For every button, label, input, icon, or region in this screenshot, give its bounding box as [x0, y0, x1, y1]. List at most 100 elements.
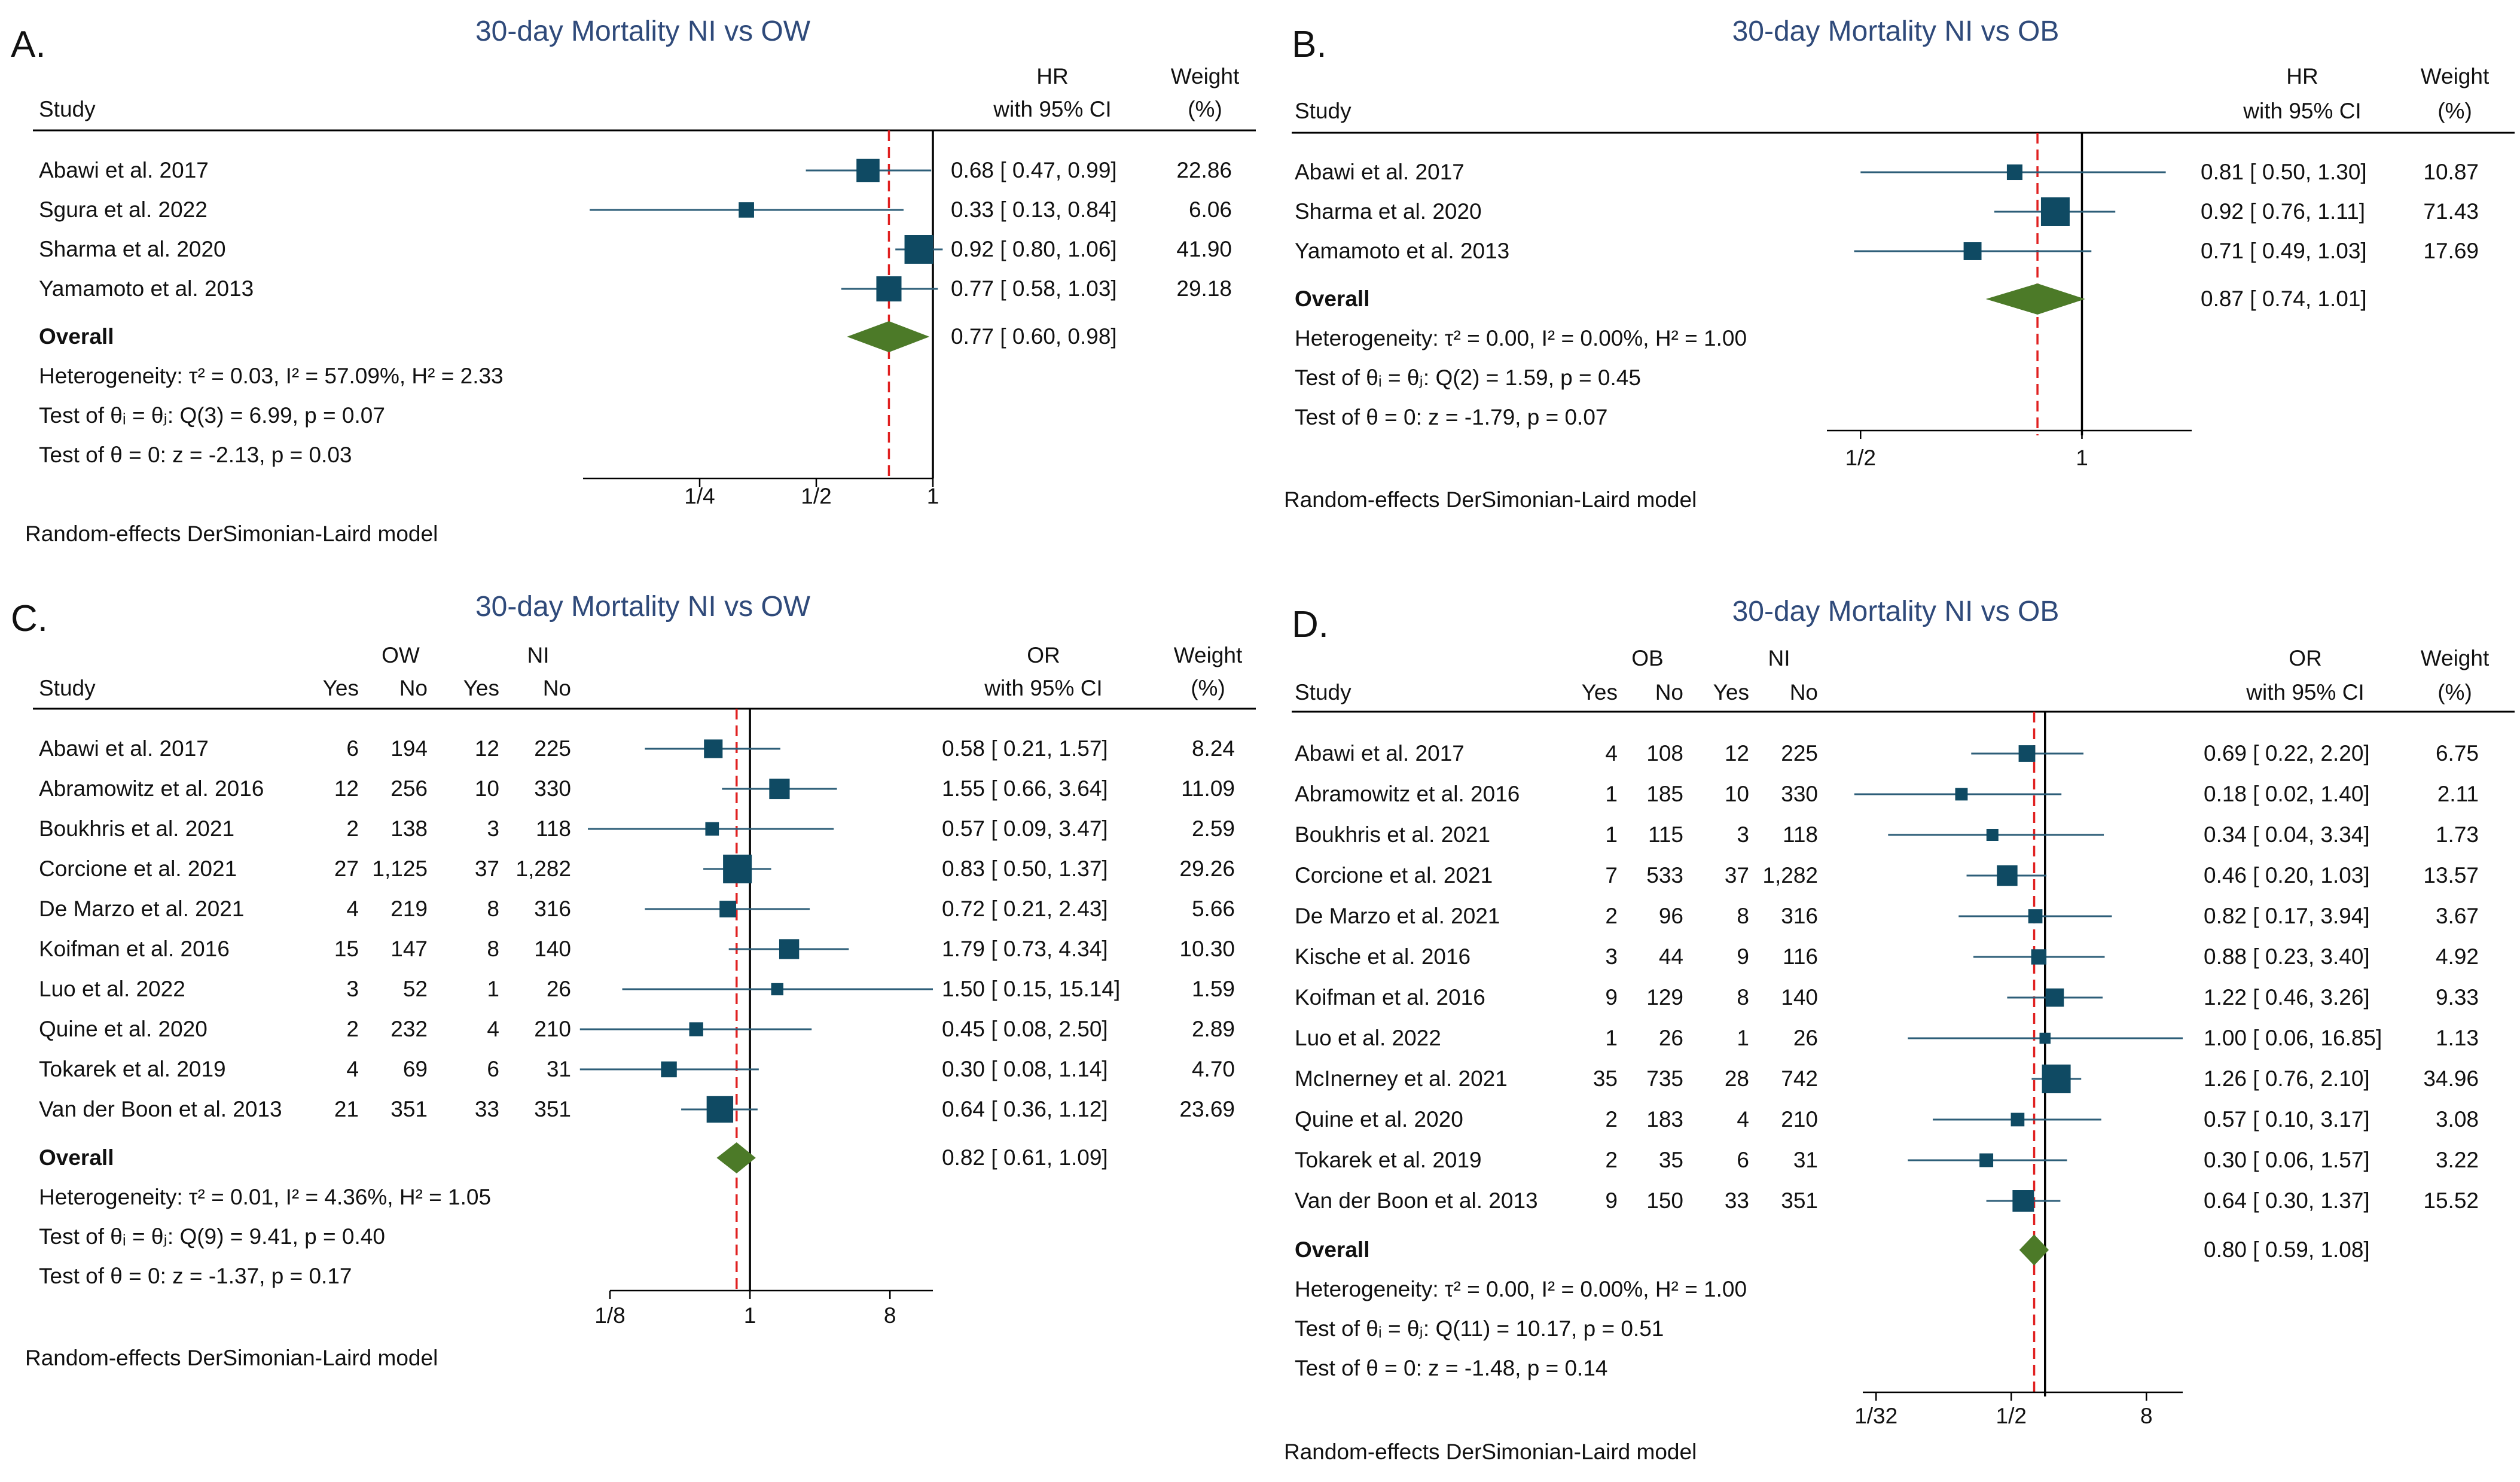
study-weight: 34.96: [2423, 1066, 2479, 1091]
study-ci-text: 0.64 [ 0.30, 1.37]: [2204, 1188, 2370, 1213]
study-name: Luo et al. 2022: [1295, 1026, 1441, 1050]
study-count: 26: [1659, 1026, 1683, 1050]
group-header: NI: [527, 643, 550, 667]
study-name: Boukhris et al. 2021: [39, 816, 234, 841]
overall-ci-text: 0.82 [ 0.61, 1.09]: [942, 1145, 1108, 1170]
heterogeneity-stat: Heterogeneity: τ² = 0.01, I² = 4.36%, H²…: [39, 1185, 491, 1209]
effect-header: HR: [2286, 64, 2318, 89]
study-ci-text: 0.18 [ 0.02, 1.40]: [2204, 782, 2370, 806]
x-axis-tick-label: 8: [2140, 1404, 2153, 1428]
study-count: 2: [1605, 904, 1618, 928]
study-count: 185: [1646, 782, 1683, 806]
study-name: Abawi et al. 2017: [1295, 160, 1465, 184]
x-axis-tick-label: 1/2: [1845, 446, 1876, 470]
heterogeneity-stat: Test of θ = 0: z = -2.13, p = 0.03: [39, 443, 352, 467]
study-weight: 2.59: [1192, 816, 1235, 841]
study-count: 138: [390, 816, 428, 841]
study-name: Van der Boon et al. 2013: [1295, 1188, 1538, 1213]
effect-header: OR: [2289, 646, 2322, 670]
overall-diamond: [716, 1142, 756, 1173]
study-count: 69: [403, 1057, 428, 1081]
study-point-estimate: [2018, 745, 2036, 762]
study-point-estimate: [1963, 242, 1982, 260]
study-count: 351: [1781, 1188, 1818, 1213]
count-column-header: No: [1655, 680, 1683, 705]
study-weight: 29.26: [1179, 856, 1235, 881]
study-count: 1: [487, 977, 499, 1001]
study-count: 15: [334, 937, 359, 961]
study-weight: 6.75: [2436, 741, 2479, 766]
study-name: Luo et al. 2022: [39, 977, 185, 1001]
study-weight: 41.90: [1176, 237, 1232, 261]
study-ci-text: 1.26 [ 0.76, 2.10]: [2204, 1066, 2370, 1091]
study-point-estimate: [1997, 865, 2018, 886]
study-count: 1,282: [1762, 863, 1818, 888]
study-name: Yamamoto et al. 2013: [1295, 239, 1509, 263]
study-count: 1: [1605, 822, 1618, 847]
study-point-estimate: [705, 822, 719, 836]
study-count: 6: [346, 736, 359, 761]
study-count: 330: [1781, 782, 1818, 806]
study-count: 118: [536, 816, 571, 841]
study-count: 2: [1605, 1107, 1618, 1132]
study-point-estimate: [739, 202, 754, 218]
study-ci-text: 0.68 [ 0.47, 0.99]: [951, 158, 1117, 182]
chart-title: 30-day Mortality NI vs OB: [1732, 596, 2060, 627]
effect-header: HR: [1036, 64, 1068, 89]
study-weight: 23.69: [1179, 1097, 1235, 1121]
study-count: 6: [1737, 1148, 1749, 1172]
study-point-estimate: [1955, 788, 1968, 801]
overall-ci-text: 0.87 [ 0.74, 1.01]: [2201, 286, 2367, 311]
study-count: 351: [534, 1097, 571, 1121]
study-count: 225: [1781, 741, 1818, 766]
study-point-estimate: [769, 778, 790, 800]
study-count: 12: [1725, 741, 1749, 766]
study-weight: 10.87: [2423, 160, 2479, 184]
overall-label: Overall: [1295, 1237, 1369, 1262]
study-name: De Marzo et al. 2021: [39, 896, 244, 921]
heterogeneity-stat: Heterogeneity: τ² = 0.00, I² = 0.00%, H²…: [1295, 326, 1747, 350]
heterogeneity-stat: Heterogeneity: τ² = 0.00, I² = 0.00%, H²…: [1295, 1277, 1747, 1301]
study-count: 33: [475, 1097, 499, 1121]
overall-ci-text: 0.80 [ 0.59, 1.08]: [2204, 1237, 2370, 1262]
effect-header-ci: with 95% CI: [2243, 99, 2361, 123]
study-weight: 3.08: [2436, 1107, 2479, 1132]
heterogeneity-stat: Heterogeneity: τ² = 0.03, I² = 57.09%, H…: [39, 364, 504, 388]
study-name: Kische et al. 2016: [1295, 944, 1470, 969]
study-count: 256: [390, 776, 428, 801]
study-count: 4: [1605, 741, 1618, 766]
study-ci-text: 0.30 [ 0.06, 1.57]: [2204, 1148, 2370, 1172]
weight-header: Weight: [2421, 64, 2490, 89]
study-count: 1: [1605, 1026, 1618, 1050]
study-count: 44: [1659, 944, 1683, 969]
study-ci-text: 0.57 [ 0.10, 3.17]: [2204, 1107, 2370, 1132]
study-weight: 2.11: [2437, 782, 2479, 806]
study-point-estimate: [661, 1061, 677, 1078]
study-count: 27: [334, 856, 359, 881]
study-count: 735: [1646, 1066, 1683, 1091]
study-name: Sharma et al. 2020: [39, 237, 226, 261]
weight-header-unit: (%): [2437, 680, 2472, 705]
study-weight: 3.67: [2436, 904, 2479, 928]
study-point-estimate: [771, 983, 783, 996]
study-count: 194: [390, 736, 428, 761]
study-count: 183: [1646, 1107, 1683, 1132]
count-column-header: Yes: [1582, 680, 1618, 705]
study-column-header: Study: [39, 97, 96, 121]
study-ci-text: 1.55 [ 0.66, 3.64]: [942, 776, 1108, 801]
count-column-header: Yes: [1713, 680, 1749, 705]
study-count: 3: [487, 816, 499, 841]
study-count: 12: [475, 736, 499, 761]
study-weight: 11.09: [1181, 776, 1235, 801]
study-name: Boukhris et al. 2021: [1295, 822, 1490, 847]
study-point-estimate: [779, 939, 800, 959]
study-ci-text: 0.30 [ 0.08, 1.14]: [942, 1057, 1108, 1081]
panel-label: C.: [11, 598, 48, 639]
study-ci-text: 1.50 [ 0.15, 15.14]: [942, 977, 1120, 1001]
study-count: 2: [346, 816, 359, 841]
group-header: OW: [382, 643, 420, 667]
study-count: 9: [1737, 944, 1749, 969]
study-count: 232: [390, 1017, 428, 1041]
study-name: Van der Boon et al. 2013: [39, 1097, 282, 1121]
study-weight: 1.59: [1192, 977, 1235, 1001]
